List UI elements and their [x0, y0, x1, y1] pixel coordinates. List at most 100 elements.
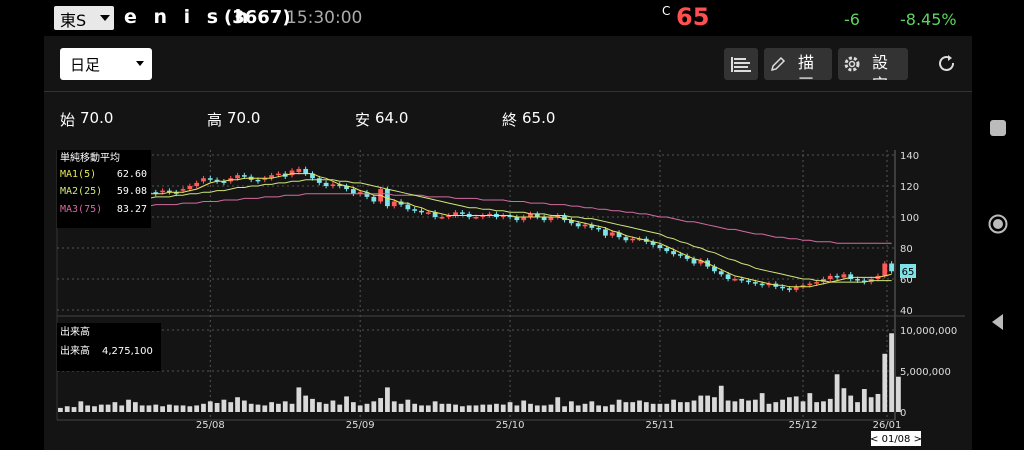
candle: [841, 274, 847, 278]
volume-bar: [201, 403, 206, 412]
volume-bar: [337, 404, 343, 412]
candle: [698, 260, 704, 264]
volume-bar: [378, 398, 384, 412]
volume-bar: [582, 403, 588, 412]
volume-bar: [787, 397, 792, 412]
ohlc-bar: 始 70.0 高 70.0 安 64.0 終 65.0: [44, 92, 972, 144]
volume-bar: [739, 398, 745, 412]
volume-bar: [521, 400, 527, 412]
volume-bar: [807, 393, 813, 412]
price-tick-label: 140: [900, 151, 919, 162]
ma-legend-background: [57, 150, 151, 228]
candle: [725, 274, 731, 279]
volume-bar: [514, 405, 520, 412]
volume-bar: [98, 404, 104, 412]
refresh-icon[interactable]: [937, 54, 957, 74]
volume-bar: [855, 402, 860, 412]
stock-chart[interactable]: 140 120 100 80 60 40 10,000,000 5,000,000 0 25/08…: [44, 144, 972, 450]
candle: [541, 217, 547, 221]
system-nav-bar: [972, 0, 1024, 450]
volume-bar: [698, 395, 704, 412]
volume-bar: [500, 404, 506, 412]
volume-bar: [725, 400, 731, 412]
settings-button[interactable]: 設定: [838, 48, 908, 80]
cursor-date-tag[interactable]: < 01/08 >: [870, 431, 922, 446]
date-tick-label: 26/01: [873, 420, 902, 431]
volume-bar: [548, 404, 554, 412]
ma3-label: MA3(75): [60, 204, 102, 215]
cursor-date-background: [871, 431, 921, 446]
volume-bar: [487, 404, 493, 412]
candle: [303, 168, 309, 174]
candle: [855, 279, 860, 281]
candle: [732, 279, 738, 281]
volume-bar: [773, 402, 779, 412]
chevron-down-icon: [136, 61, 144, 66]
ma1-label: MA1(5): [60, 169, 96, 180]
date-tick-label: 25/11: [646, 420, 675, 431]
candle: [241, 175, 247, 177]
candle: [739, 279, 745, 281]
indicator-list-button[interactable]: [724, 48, 758, 80]
back-nav-icon[interactable]: [988, 312, 1008, 332]
volume-bar: [712, 397, 717, 412]
volume-bar: [562, 406, 567, 412]
candle: [534, 213, 540, 217]
candle: [834, 275, 840, 278]
chart-axes: 140 120 100 80 60 40 10,000,000 5,000,000 0 25/08…: [196, 151, 957, 431]
candle: [568, 220, 574, 224]
candle: [459, 212, 465, 214]
open-value: 70.0: [80, 109, 114, 127]
cursor-date: < 01/08 >: [870, 434, 922, 445]
candle: [391, 201, 397, 207]
candle: [194, 182, 200, 186]
volume-bar: [146, 405, 152, 412]
candle: [330, 184, 336, 186]
app-window: 東S e n i s h (3667) 15:30:00 C 65 -6 -8.…: [44, 0, 972, 450]
candle: [153, 192, 159, 194]
home-nav-icon[interactable]: [988, 214, 1008, 234]
candle: [766, 283, 772, 286]
candle: [718, 271, 724, 275]
last-price-label: 65: [902, 267, 915, 278]
volume-bar: [119, 405, 125, 412]
stock-header: 東S e n i s h (3667) 15:30:00 C 65 -6 -8.…: [44, 0, 972, 36]
volume-bar: [609, 404, 615, 412]
volume-bar: [139, 405, 145, 412]
volume-legend-title: 出来高: [60, 325, 90, 338]
candle: [889, 263, 894, 272]
candle: [609, 232, 615, 236]
volume-bar: [282, 401, 288, 412]
candle: [207, 178, 213, 180]
volume-bar: [344, 396, 349, 412]
volume-bar: [800, 401, 806, 412]
draw-button[interactable]: 描画: [764, 48, 832, 80]
candle: [160, 190, 165, 193]
volume-bar: [439, 403, 445, 412]
volume-bar: [425, 405, 431, 412]
candle: [364, 192, 370, 197]
candle: [582, 224, 588, 227]
exchange-dropdown[interactable]: 東S: [54, 6, 114, 30]
volume-bar: [759, 393, 765, 412]
period-select[interactable]: 日足: [60, 48, 152, 80]
volume-tick-label: 0: [900, 408, 906, 419]
candle: [453, 212, 458, 216]
square-nav-icon[interactable]: [988, 118, 1008, 138]
volume-bar: [868, 397, 874, 412]
volume-bar: [357, 405, 363, 412]
candle: [650, 241, 656, 245]
volume-bar: [882, 353, 888, 412]
volume-bar: [446, 403, 452, 412]
volume-bar: [296, 387, 302, 412]
volume-bar: [575, 405, 581, 412]
candle: [446, 215, 452, 217]
quote-time: 15:30:00: [286, 8, 363, 28]
volume-bar: [664, 403, 670, 412]
volume-bar: [596, 405, 602, 412]
volume-bar: [350, 402, 356, 412]
list-icon: [731, 57, 751, 72]
candle: [344, 186, 349, 190]
volume-bar: [391, 401, 397, 412]
candle: [712, 266, 717, 272]
